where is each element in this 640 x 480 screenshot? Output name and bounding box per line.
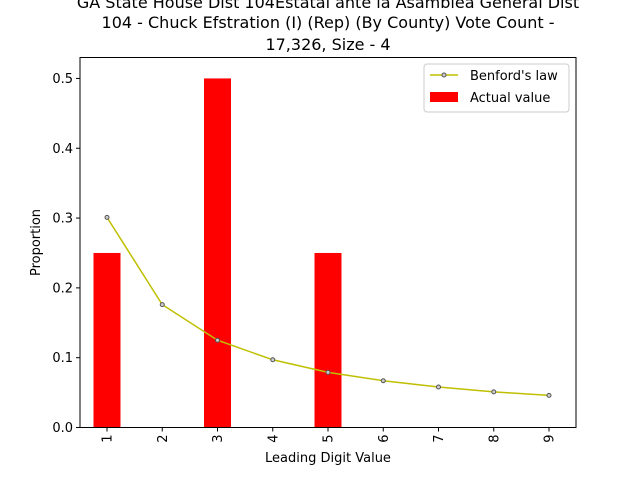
benford-point-4 xyxy=(270,357,276,363)
x-tick-label: 4 xyxy=(266,435,281,443)
title-line-2: 104 - Chuck Efstration (I) (Rep) (By Cou… xyxy=(102,13,555,32)
y-tick-label: 0.4 xyxy=(52,142,73,157)
title-line-1: GA State House Dist 104Estatal ante la A… xyxy=(77,0,579,12)
x-tick-label: 6 xyxy=(377,435,392,443)
actual-value-bar-5 xyxy=(314,252,342,428)
legend-label-benford: Benford's law xyxy=(470,69,558,84)
benford-point-9 xyxy=(546,392,552,398)
x-axis-label: Leading Digit Value xyxy=(265,451,391,466)
benford-point-8 xyxy=(491,389,497,395)
actual-value-bar-3 xyxy=(204,78,231,428)
x-axis: 1 2 3 4 5 6 7 8 9 xyxy=(101,427,558,443)
benford-point-3 xyxy=(215,337,220,343)
x-tick-label: 5 xyxy=(322,435,337,443)
y-tick-label: 0.0 xyxy=(52,421,73,436)
benford-point-7 xyxy=(436,384,441,390)
x-tick-label: 7 xyxy=(432,435,447,443)
y-tick-label: 0.2 xyxy=(52,281,73,296)
bars-layer xyxy=(93,78,342,428)
y-tick-label: 0.3 xyxy=(52,212,73,227)
legend: Benford's law Actual value xyxy=(423,63,570,113)
benford-line-layer xyxy=(104,214,552,398)
x-tick-label: 8 xyxy=(487,435,502,443)
legend-label-actual: Actual value xyxy=(470,91,550,106)
benford-point-1 xyxy=(104,214,110,220)
y-tick-label: 0.5 xyxy=(52,72,73,87)
legend-bar-swatch xyxy=(430,92,458,102)
x-tick-label: 9 xyxy=(543,435,558,443)
legend-line-marker xyxy=(441,72,447,78)
benford-point-6 xyxy=(380,378,386,384)
benford-point-5 xyxy=(325,369,331,375)
title-line-3: 17,326, Size - 4 xyxy=(265,35,390,54)
benford-point-2 xyxy=(159,302,165,308)
legend-box xyxy=(423,63,570,113)
y-axis-label: Proportion xyxy=(29,209,44,276)
x-tick-label: 3 xyxy=(211,435,226,443)
x-tick-label: 2 xyxy=(156,435,171,443)
y-tick-label: 0.1 xyxy=(52,351,73,366)
x-tick-label: 1 xyxy=(101,435,116,443)
actual-value-bar-1 xyxy=(93,252,121,428)
y-axis: 0.0 0.1 0.2 0.3 0.4 0.5 xyxy=(52,72,80,436)
chart-title: GA State House Dist 104Estatal ante la A… xyxy=(77,0,579,54)
